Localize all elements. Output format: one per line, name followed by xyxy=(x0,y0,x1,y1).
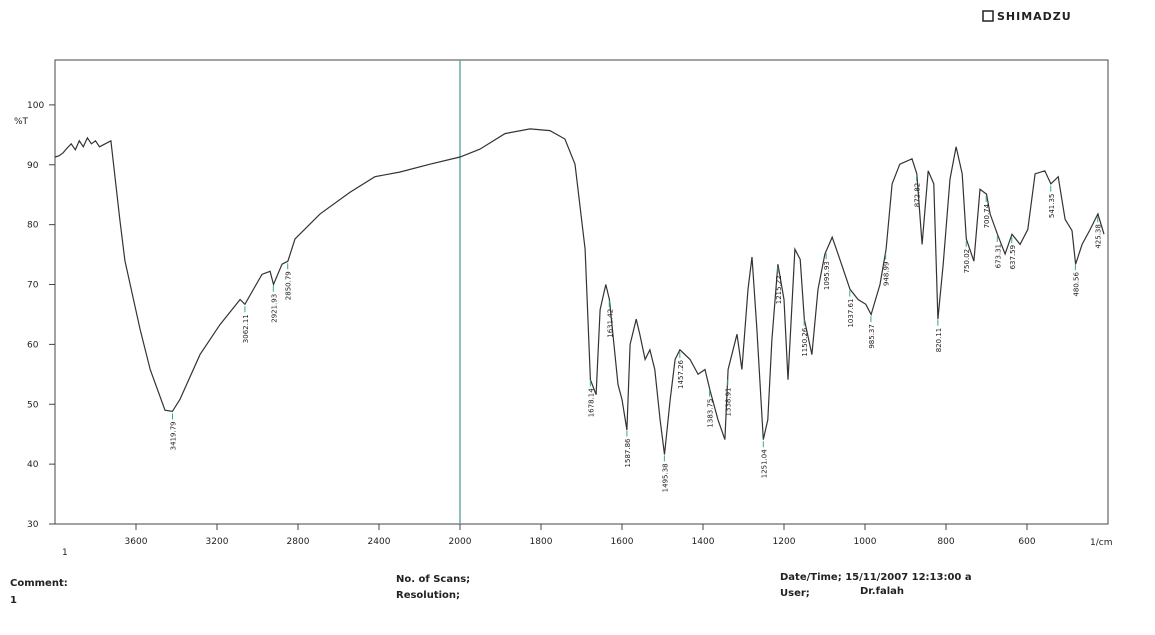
peak-label: 1215.22 xyxy=(775,275,783,304)
y-tick-label: 80 xyxy=(27,221,39,231)
y-tick-label: 40 xyxy=(27,460,39,470)
comment-label: Comment: xyxy=(10,578,68,589)
y-tick-label: 50 xyxy=(27,400,39,410)
peak-label: 541.35 xyxy=(1048,194,1056,219)
peak-label: 820.11 xyxy=(935,328,943,353)
peak-label: 1587.86 xyxy=(624,438,632,467)
peak-label: 1383.75 xyxy=(707,399,715,428)
x-tick-label: 3600 xyxy=(125,537,148,547)
peak-label: 750.02 xyxy=(963,249,971,273)
brand: SHIMADZU xyxy=(997,10,1072,23)
y-tick-label: 90 xyxy=(27,161,39,171)
spectrum-line xyxy=(54,128,1105,455)
x-tick-label: 1600 xyxy=(611,537,634,547)
peak-label: 2921.93 xyxy=(270,294,278,323)
x-tick-label: 2000 xyxy=(449,537,472,547)
x-tick-label: 800 xyxy=(937,537,954,547)
peak-label: 1631.42 xyxy=(606,309,614,338)
x-tick-label: 1400 xyxy=(692,537,715,547)
x-tick-label: 3200 xyxy=(206,537,229,547)
y-axis-label: %T xyxy=(14,117,29,127)
user-label: User; xyxy=(780,588,810,599)
user-value: Dr.falah xyxy=(860,586,904,597)
peak-label: 872.82 xyxy=(914,183,922,208)
datetime: Date/Time; 15/11/2007 12:13:00 a xyxy=(780,572,972,583)
corner-label: 1 xyxy=(62,548,68,558)
peak-label: 700.74 xyxy=(983,203,991,228)
peak-label: 1678.14 xyxy=(587,388,595,417)
x-tick-label: 2400 xyxy=(368,537,391,547)
peak-label: 1457.26 xyxy=(677,359,685,388)
peak-label: 1338.91 xyxy=(725,388,733,417)
y-tick-label: 30 xyxy=(27,520,39,530)
peak-label: 673.31 xyxy=(994,244,1002,269)
y-tick-label: 100 xyxy=(27,101,44,111)
peak-label: 1495.38 xyxy=(661,463,669,492)
x-tick-label: 1000 xyxy=(854,537,877,547)
x-axis-label: 1/cm xyxy=(1090,538,1112,548)
peak-label: 2850.79 xyxy=(285,271,293,300)
peak-label: 1251.04 xyxy=(760,449,768,478)
peak-label: 1150.26 xyxy=(801,327,809,356)
peak-label: 480.56 xyxy=(1072,272,1080,297)
y-tick-label: 70 xyxy=(27,281,39,291)
comment-value: 1 xyxy=(10,595,17,606)
peak-label: 985.37 xyxy=(868,324,876,349)
x-tick-label: 1800 xyxy=(530,537,553,547)
plot-frame xyxy=(54,59,1109,525)
y-tick-label: 60 xyxy=(27,340,39,350)
peak-label: 3419.79 xyxy=(169,421,177,450)
peak-label: 637.59 xyxy=(1009,245,1017,270)
x-tick-label: 1200 xyxy=(773,537,796,547)
peak-label: 425.38 xyxy=(1095,224,1103,249)
peak-label: 3062.11 xyxy=(242,314,250,343)
x-tick-label: 2800 xyxy=(287,537,310,547)
peak-label: 948.99 xyxy=(883,262,891,287)
scans-label: No. of Scans; xyxy=(396,574,470,585)
peak-label: 1037.61 xyxy=(847,299,855,328)
resolution-label: Resolution; xyxy=(396,590,460,601)
peak-label: 1095.93 xyxy=(823,261,831,290)
brand-icon xyxy=(982,10,994,22)
x-tick-label: 600 xyxy=(1018,537,1035,547)
